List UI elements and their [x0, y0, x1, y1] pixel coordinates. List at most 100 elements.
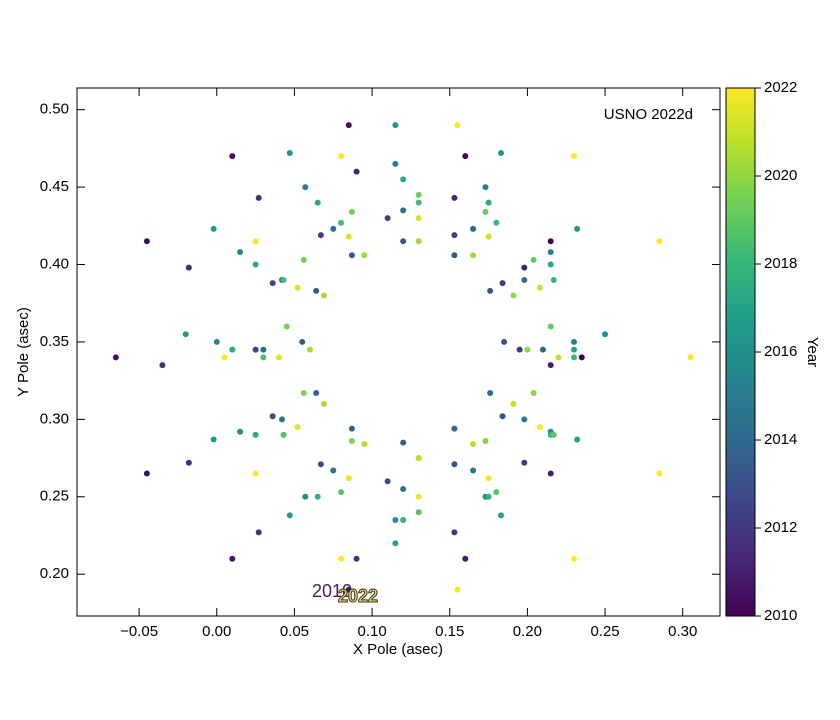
x-axis-label: X Pole (asec) — [353, 641, 443, 658]
x-tick-label: 0.25 — [590, 623, 619, 640]
point — [547, 362, 554, 369]
y-tick-label: 0.50 — [40, 101, 69, 118]
point — [182, 331, 189, 338]
point — [300, 390, 307, 397]
point — [345, 475, 352, 482]
x-tick-label: 0.10 — [357, 623, 386, 640]
point — [280, 277, 287, 283]
point — [143, 238, 150, 245]
point — [294, 424, 301, 431]
x-tick-label: 0.00 — [202, 623, 231, 640]
y-tick-label: 0.20 — [40, 565, 69, 582]
point — [415, 493, 422, 500]
colorbar-tick-label: 2014 — [764, 431, 797, 448]
colorbar — [725, 87, 756, 617]
point — [348, 438, 355, 445]
point — [451, 232, 458, 239]
point — [451, 194, 458, 201]
colorbar-tick-label: 2018 — [764, 255, 797, 272]
colorbar-label: Year — [804, 337, 821, 367]
point — [317, 232, 324, 239]
point — [260, 354, 267, 361]
y-axis-label: Y Pole (asec) — [15, 307, 32, 397]
point — [547, 323, 554, 330]
point — [574, 436, 581, 443]
annotation: USNO 2022d — [604, 106, 693, 123]
point — [283, 323, 290, 330]
point — [185, 459, 192, 466]
point — [300, 256, 307, 263]
point — [229, 346, 236, 353]
point — [415, 238, 422, 245]
point — [498, 512, 505, 519]
point — [656, 238, 663, 245]
point — [260, 346, 267, 353]
point — [361, 252, 368, 259]
x-tick-label: 0.20 — [513, 623, 542, 640]
point — [470, 441, 477, 448]
point — [384, 215, 391, 222]
point — [415, 191, 422, 198]
point — [338, 489, 345, 496]
point — [252, 470, 259, 477]
point — [571, 338, 578, 345]
point — [252, 238, 259, 245]
point — [221, 354, 228, 361]
point — [487, 287, 494, 294]
y-tick-label: 0.30 — [40, 410, 69, 427]
point — [578, 354, 585, 361]
point — [451, 252, 458, 259]
point — [299, 338, 306, 345]
point — [550, 277, 557, 283]
point — [521, 416, 528, 423]
x-tick-label: 0.30 — [668, 623, 697, 640]
point — [159, 362, 166, 369]
y-tick-label: 0.25 — [40, 488, 69, 505]
point — [237, 428, 244, 435]
points — [112, 122, 694, 593]
point — [338, 555, 345, 562]
point — [550, 431, 557, 438]
point — [353, 555, 360, 562]
point — [229, 555, 236, 562]
point — [313, 287, 320, 294]
y-tick-label: 0.40 — [40, 255, 69, 272]
point — [345, 586, 352, 593]
point — [547, 249, 554, 256]
point — [656, 470, 663, 477]
x-tick-label: 0.15 — [435, 623, 464, 640]
point — [602, 331, 609, 338]
point — [539, 346, 546, 353]
point — [462, 153, 469, 160]
point — [415, 215, 422, 222]
point — [470, 225, 477, 232]
point — [237, 249, 244, 256]
colorbar-tick-label: 2010 — [764, 607, 797, 624]
point — [400, 176, 407, 183]
point — [547, 470, 554, 477]
point — [286, 150, 293, 157]
point — [547, 238, 554, 245]
point — [348, 208, 355, 215]
point — [330, 467, 337, 474]
point — [314, 493, 321, 500]
point — [547, 261, 554, 268]
point — [252, 346, 259, 353]
point — [269, 413, 276, 420]
point — [499, 280, 506, 287]
point — [255, 529, 262, 536]
point — [330, 225, 337, 232]
point — [536, 284, 543, 291]
point — [302, 184, 309, 191]
point — [384, 478, 391, 485]
point — [229, 153, 236, 160]
point — [451, 529, 458, 536]
x-tick-label: 0.05 — [280, 623, 309, 640]
point — [353, 168, 360, 175]
point — [210, 225, 217, 232]
point — [536, 424, 543, 431]
point — [400, 238, 407, 245]
point — [530, 390, 537, 397]
colorbar-tick-label: 2016 — [764, 343, 797, 360]
point — [493, 219, 500, 226]
